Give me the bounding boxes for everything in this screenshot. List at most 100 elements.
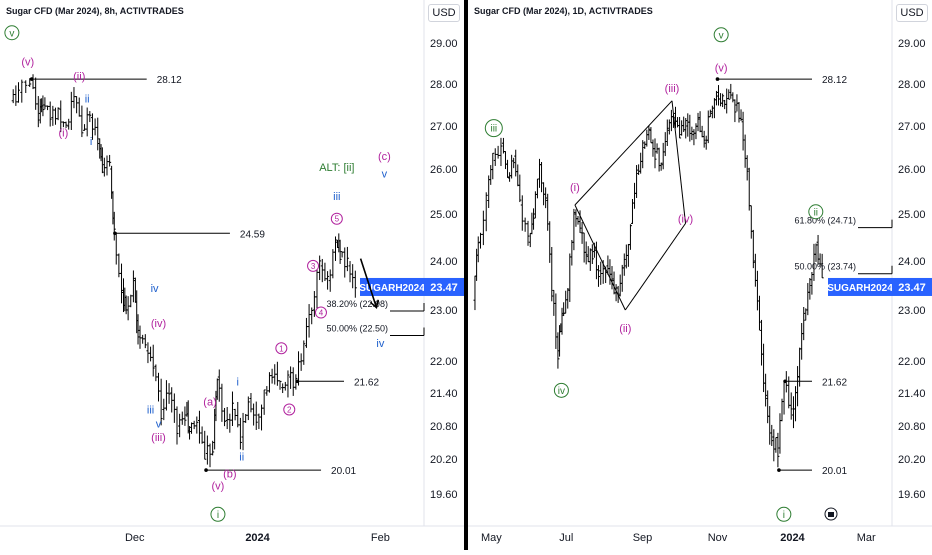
last-price-symbol: SUGARH2024 <box>359 283 425 294</box>
fib-level-label: 50.00% (22.50) <box>326 324 388 334</box>
wave-label-circle <box>776 506 792 522</box>
wave-label: ii <box>814 207 818 218</box>
wave-label: iv <box>376 338 384 350</box>
fib-level-label: 38.20% (22.98) <box>326 299 388 309</box>
wave-label-circle <box>553 382 569 398</box>
x-tick-label: Dec <box>125 532 145 544</box>
price-level-label: 28.12 <box>157 75 182 86</box>
panel-divider[interactable] <box>464 0 468 550</box>
wedge-trend-line <box>574 100 673 206</box>
wave-label: (iv) <box>678 214 693 226</box>
wave-label: iii <box>490 124 497 135</box>
x-tick-label: Mar <box>857 532 876 544</box>
y-tick-label: 20.20 <box>898 454 926 466</box>
wave-label-circle <box>4 25 20 41</box>
wave-label: (c) <box>378 151 391 163</box>
y-tick-label: 24.00 <box>430 256 458 268</box>
price-level-label: 28.12 <box>822 75 847 86</box>
y-tick-label: 23.00 <box>430 305 458 317</box>
last-price-tag[interactable] <box>424 277 464 296</box>
y-tick-label: 20.80 <box>898 421 926 433</box>
y-tick-label: 21.40 <box>898 388 926 400</box>
y-tick-label: 26.00 <box>430 164 458 176</box>
last-price-symbol: SUGARH2024 <box>827 283 893 294</box>
last-price-symbol-tag[interactable] <box>360 277 424 296</box>
fib-level-label: 50.00% (23.74) <box>794 262 856 272</box>
price-level-label: 24.59 <box>240 229 265 240</box>
wave-label: v <box>382 169 388 181</box>
wave-label: ii <box>85 94 90 106</box>
y-tick-label: 19.60 <box>898 489 926 501</box>
wave-label-circle <box>713 27 729 43</box>
chart-panel-1d[interactable]: 29.00 28.00 27.00 26.00 25.00 24.00 23.00 22.00… <box>468 0 932 550</box>
wave-label: ii <box>239 451 244 463</box>
y-tick-label: 29.00 <box>898 38 926 50</box>
wave-label: i <box>237 376 239 388</box>
fib-level-label: 61.80% (24.71) <box>794 216 856 226</box>
y-tick-label: 20.80 <box>430 421 458 433</box>
x-tick-label: Feb <box>371 532 390 544</box>
wave-label-circle <box>484 119 503 138</box>
wave-label: iv <box>151 283 159 295</box>
wave-label: 4 <box>319 309 324 318</box>
wave-label: ALT: [ii] <box>319 162 354 174</box>
wave-label: (v) <box>212 480 225 492</box>
wave-label-circle <box>275 342 288 355</box>
wave-label-circle <box>314 306 327 319</box>
x-tick-label: May <box>481 532 502 544</box>
last-price-value: 23.47 <box>430 282 458 294</box>
wave-label-circle <box>330 212 343 225</box>
wave-label: (iii) <box>665 83 680 95</box>
wave-label: (i) <box>59 127 69 139</box>
wave-label: (ii) <box>73 71 85 83</box>
projection-arrow-shaft <box>359 258 378 308</box>
y-tick-label: 29.00 <box>430 38 458 50</box>
wave-label: (ii) <box>619 323 631 335</box>
currency-button-8h[interactable]: USD <box>428 4 460 22</box>
y-tick-label: 25.00 <box>898 209 926 221</box>
price-level-label: 21.62 <box>822 377 847 388</box>
y-tick-label: 27.00 <box>430 121 458 133</box>
wave-label: (i) <box>570 182 580 194</box>
wave-label: (iv) <box>151 318 166 330</box>
wave-label: (v) <box>21 56 34 68</box>
projection-arrow-head <box>369 299 380 310</box>
x-tick-label: 2024 <box>780 532 805 544</box>
price-level-label: 20.01 <box>331 466 356 477</box>
y-tick-label: 21.40 <box>430 388 458 400</box>
y-tick-label: 20.20 <box>430 454 458 466</box>
last-price-value: 23.47 <box>898 282 926 294</box>
wave-label: 5 <box>335 215 340 224</box>
wedge-trend-line <box>624 223 686 311</box>
last-price-tag[interactable] <box>892 277 932 296</box>
goto-realtime-icon-glyph <box>828 512 834 517</box>
wave-label: i <box>90 136 92 148</box>
y-tick-label: 22.00 <box>430 356 458 368</box>
chart-canvas-1d[interactable]: 29.00 28.00 27.00 26.00 25.00 24.00 23.00 22.00… <box>468 0 932 550</box>
wave-label: i <box>783 510 785 521</box>
wave-label: (a) <box>203 396 216 408</box>
wave-label: 2 <box>287 406 292 415</box>
y-tick-label: 26.00 <box>898 164 926 176</box>
y-tick-label: 28.00 <box>430 79 458 91</box>
wave-label: (iii) <box>151 432 166 444</box>
y-tick-label: 23.00 <box>898 305 926 317</box>
wave-label: iii <box>147 405 154 417</box>
currency-button-1d[interactable]: USD <box>896 4 928 22</box>
last-price-symbol-tag[interactable] <box>828 277 892 296</box>
wave-label: iii <box>333 191 340 203</box>
wave-label: v <box>9 28 14 39</box>
wave-label-circle <box>307 259 320 272</box>
wave-label: v <box>719 30 724 41</box>
wave-label-circle <box>283 403 296 416</box>
wedge-trend-line <box>671 100 687 224</box>
wave-label-circle <box>210 506 226 522</box>
y-tick-label: 28.00 <box>898 79 926 91</box>
wave-label: v <box>156 418 162 430</box>
wave-label-circle <box>808 204 824 220</box>
y-tick-label: 22.00 <box>898 356 926 368</box>
price-level-dot <box>113 231 117 236</box>
x-tick-label: Nov <box>708 532 728 544</box>
chart-panel-8h[interactable]: 29.00 28.00 27.00 26.00 25.00 24.00 23.00 22.00… <box>0 0 464 550</box>
chart-canvas-8h[interactable]: 29.00 28.00 27.00 26.00 25.00 24.00 23.00 22.00… <box>0 0 464 550</box>
